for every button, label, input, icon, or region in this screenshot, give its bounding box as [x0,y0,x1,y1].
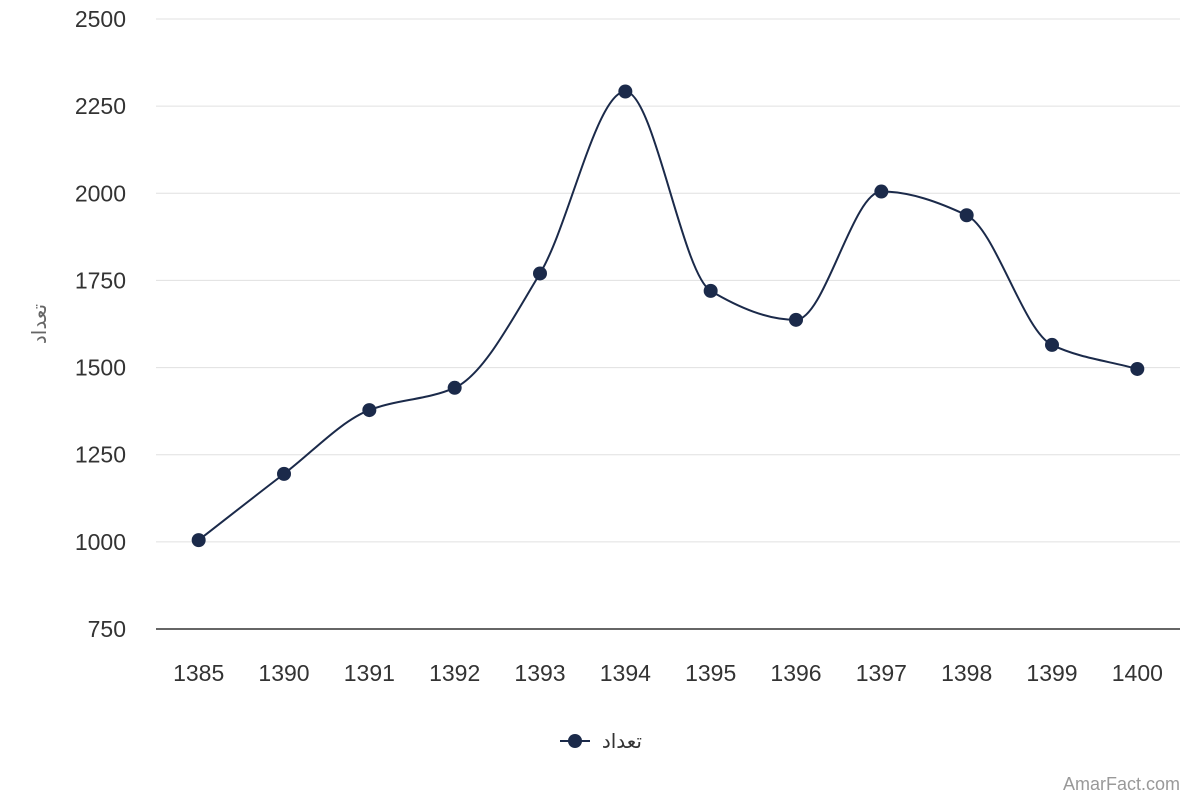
x-tick-label: 1395 [685,660,736,686]
x-tick-label: 1392 [429,660,480,686]
data-point-1395[interactable] [703,283,718,298]
data-point-1398[interactable] [959,208,974,223]
x-tick-label: 1393 [514,660,565,686]
grid-lines [156,18,1180,543]
data-point-1391[interactable] [362,403,377,418]
y-tick-label: 2250 [75,93,126,119]
x-tick-label: 1396 [770,660,821,686]
y-tick-label: 750 [88,616,126,642]
data-point-1385[interactable] [191,533,206,548]
x-tick-label: 1385 [173,660,224,686]
y-axis-label: تعداد [29,304,51,344]
data-point-1390[interactable] [277,466,291,481]
y-tick-label: 1750 [75,267,126,293]
data-point-1394[interactable] [618,84,633,99]
x-tick-label: 1394 [600,660,651,686]
y-axis-ticks: 750 1000 1250 1500 1750 2000 2250 2500 [75,6,126,642]
series-line [198,90,1138,541]
credit-link[interactable]: AmarFact.com [1063,774,1180,794]
x-axis-ticks: 1385 1390 1391 1392 1393 1394 1395 1396 1397 1398… [173,660,1163,686]
x-tick-label: 1391 [344,660,395,686]
y-tick-label: 1500 [75,355,126,381]
y-tick-label: 1000 [75,529,126,555]
x-tick-label: 1397 [856,660,907,686]
legend-item-label: تعداد [602,731,642,753]
legend-marker-icon [568,734,582,748]
data-point-1392[interactable] [447,380,462,395]
y-tick-label: 1250 [75,442,126,468]
series-layer [191,84,1145,548]
y-tick-label: 2000 [75,180,126,206]
data-point-1396[interactable] [789,312,803,327]
legend[interactable]: تعداد [560,731,642,753]
x-tick-label: 1398 [941,660,992,686]
x-tick-label: 1390 [258,660,309,686]
data-point-1399[interactable] [1045,337,1059,352]
x-tick-label: 1400 [1112,660,1163,686]
data-point-1397[interactable] [874,184,889,199]
x-tick-label: 1399 [1026,660,1077,686]
y-tick-label: 2500 [75,6,126,32]
data-point-1393[interactable] [533,266,547,281]
data-point-1400[interactable] [1130,361,1145,376]
